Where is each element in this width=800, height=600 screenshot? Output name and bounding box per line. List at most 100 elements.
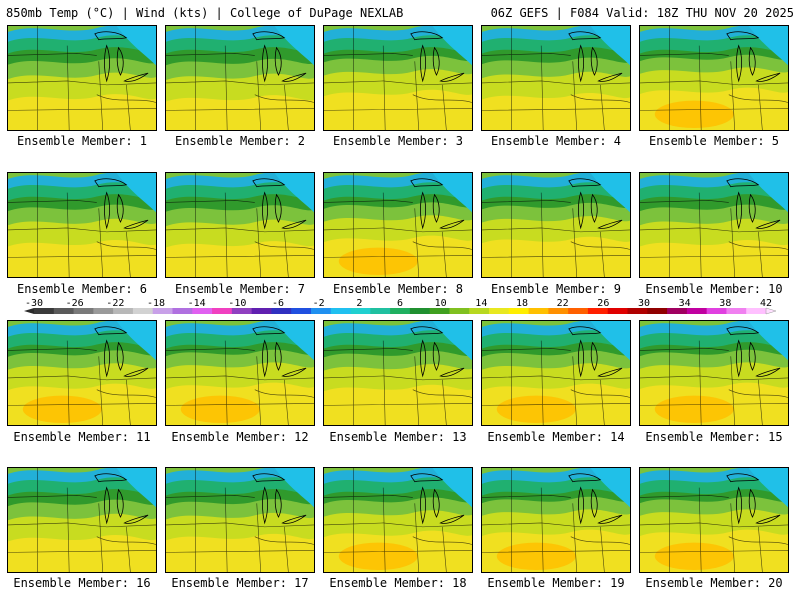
colorbar-segment (627, 308, 648, 314)
cold-air-fill (116, 173, 156, 213)
state-boundaries (166, 321, 314, 425)
great-lakes-outline (94, 178, 149, 230)
ensemble-map-panel (165, 25, 315, 131)
ensemble-member-label: Ensemble Member: 11 (13, 430, 151, 444)
great-lakes-outline (568, 31, 623, 83)
ensemble-map-panel (481, 172, 631, 278)
state-boundaries (324, 468, 472, 572)
great-lakes-outline (252, 473, 307, 525)
cold-air-fill (432, 321, 472, 361)
colorbar-segment (132, 308, 154, 314)
cold-air-fill (432, 468, 472, 508)
colorbar-segment (607, 308, 629, 314)
colorbar-right-arrow (765, 307, 777, 315)
ensemble-map-panel (639, 172, 789, 278)
ensemble-map-panel (165, 320, 315, 426)
ensemble-map-panel (481, 25, 631, 131)
temperature-contour-fill (8, 534, 156, 572)
colorbar-segment (667, 308, 688, 314)
temperature-map (324, 173, 472, 277)
ensemble-map-panel (7, 172, 157, 278)
colorbar-tick-label: 38 (719, 298, 731, 309)
warm-core-fill (654, 100, 734, 129)
temperature-map (324, 321, 472, 425)
colorbar-tick-label: -10 (228, 298, 246, 309)
colorbar-tick-label: -2 (313, 298, 325, 309)
great-lakes-outline (410, 31, 465, 83)
cold-air-fill (432, 26, 472, 66)
state-boundaries (324, 173, 472, 277)
colorbar-tick-label: -6 (272, 298, 284, 309)
state-boundaries (166, 26, 314, 130)
state-boundaries (324, 321, 472, 425)
warm-core-fill (338, 247, 418, 276)
colorbar-segment (93, 308, 114, 314)
ensemble-member-label: Ensemble Member: 6 (16, 282, 148, 296)
warm-core-fill (338, 542, 418, 571)
ensemble-map-panel (639, 25, 789, 131)
colorbar-segment (192, 308, 213, 314)
temperature-map (8, 26, 156, 130)
cold-air-fill (590, 173, 630, 213)
colorbar-segment (350, 308, 371, 314)
colorbar-segment (330, 308, 352, 314)
temperature-map (640, 321, 788, 425)
temperature-map (482, 468, 630, 572)
colorbar-segment (568, 308, 589, 314)
warm-core-fill (496, 395, 576, 424)
colorbar-segment (587, 308, 609, 314)
colorbar-segment (429, 308, 450, 314)
ensemble-member-label: Ensemble Member: 17 (171, 576, 309, 590)
colorbar-segment (508, 308, 530, 314)
ensemble-member-label: Ensemble Member: 14 (487, 430, 625, 444)
ensemble-map-panel (639, 467, 789, 573)
great-lakes-outline (568, 178, 623, 230)
great-lakes-outline (568, 326, 623, 378)
ensemble-member-label: Ensemble Member: 8 (332, 282, 464, 296)
cold-air-fill (748, 321, 788, 361)
ensemble-map-panel (165, 172, 315, 278)
temperature-map (8, 173, 156, 277)
ensemble-member-label: Ensemble Member: 20 (645, 576, 783, 590)
colorbar-tick-label: 30 (638, 298, 650, 309)
colorbar-segment (291, 308, 312, 314)
ensemble-map-panel (7, 467, 157, 573)
temperature-map (166, 26, 314, 130)
temperature-map (8, 468, 156, 572)
colorbar-tick-label: 26 (597, 298, 609, 309)
ensemble-member-label: Ensemble Member: 12 (171, 430, 309, 444)
ensemble-map-panel (481, 467, 631, 573)
cold-air-fill (432, 173, 472, 213)
ensemble-member-label: Ensemble Member: 3 (332, 134, 464, 148)
state-boundaries (640, 321, 788, 425)
temperature-map (166, 173, 314, 277)
great-lakes-outline (410, 473, 465, 525)
temperature-contour-fill (482, 92, 630, 130)
colorbar-segment (73, 308, 94, 314)
colorbar-segment (449, 308, 470, 314)
colorbar-segment (53, 308, 75, 314)
ensemble-member-label: Ensemble Member: 13 (329, 430, 467, 444)
great-lakes-outline (94, 31, 149, 83)
colorbar-segment (647, 308, 668, 314)
temperature-map (166, 468, 314, 572)
colorbar-segment (271, 308, 292, 314)
cold-air-fill (590, 468, 630, 508)
colorbar-segment (409, 308, 431, 314)
temperature-map (482, 321, 630, 425)
great-lakes-outline (568, 473, 623, 525)
ensemble-map-panel (323, 320, 473, 426)
great-lakes-outline (726, 326, 781, 378)
temperature-map (640, 173, 788, 277)
state-boundaries (640, 468, 788, 572)
cold-air-fill (116, 26, 156, 66)
state-boundaries (166, 468, 314, 572)
ensemble-member-label: Ensemble Member: 5 (648, 134, 780, 148)
ensemble-member-label: Ensemble Member: 1 (16, 134, 148, 148)
state-boundaries (166, 173, 314, 277)
great-lakes-outline (252, 326, 307, 378)
state-boundaries (482, 321, 630, 425)
colorbar-tick-label: 14 (475, 298, 487, 309)
colorbar-segment (706, 308, 727, 314)
colorbar-segment (726, 308, 747, 314)
